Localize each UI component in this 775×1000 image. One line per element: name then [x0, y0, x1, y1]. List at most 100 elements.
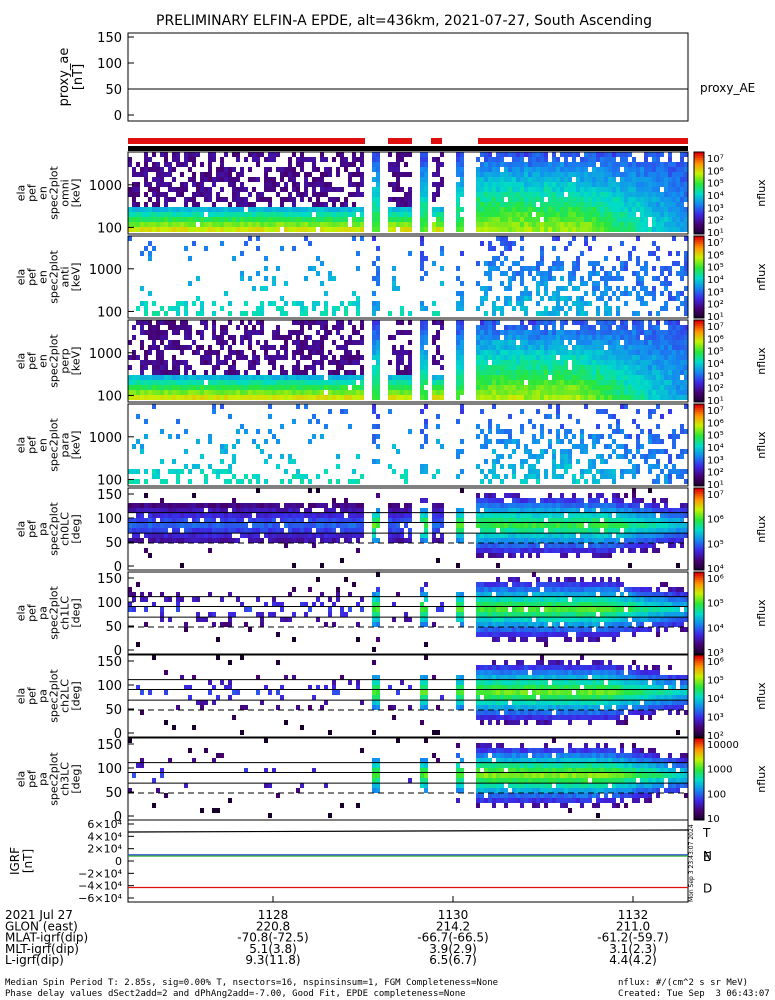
spectrogram-cell — [680, 222, 684, 227]
spectrogram-cell — [460, 345, 464, 350]
spectrogram-cell — [408, 370, 412, 375]
spectrogram-cell — [204, 350, 208, 355]
spectrogram-cell — [136, 227, 140, 232]
spectrogram-cell — [172, 370, 176, 375]
spectrogram-cell — [484, 261, 488, 266]
spectrogram-cell — [176, 513, 180, 518]
spectrogram-cell — [636, 439, 640, 444]
spectrogram-cell — [212, 395, 216, 400]
spectrogram-cell — [508, 162, 512, 167]
spectrogram-cell — [648, 187, 652, 192]
spectrogram-cell — [372, 439, 376, 444]
spectrogram-cell — [600, 172, 604, 177]
spectrogram-cell — [372, 404, 376, 409]
spectrogram-cell — [216, 503, 220, 508]
spectrogram-cell — [576, 286, 580, 291]
spectrogram-cell — [256, 479, 260, 484]
colorbar-tick-label: 10⁶ — [707, 418, 724, 429]
spectrogram-cell — [260, 207, 264, 212]
spectrogram-cell — [560, 454, 564, 459]
spectrogram-cell — [204, 395, 208, 400]
spectrogram-cell — [548, 404, 552, 409]
spectrogram-cell — [344, 167, 348, 172]
spectrogram-cell — [156, 325, 160, 330]
spectrogram-cell — [324, 385, 328, 390]
spectrogram-cell — [632, 380, 636, 385]
spectrogram-cell — [292, 528, 296, 533]
spectrogram-cell — [316, 217, 320, 222]
spectrogram-cell — [524, 177, 528, 182]
spectrogram-cell — [392, 469, 396, 474]
spectrogram-cell — [456, 187, 460, 192]
spectrogram-cell — [280, 222, 284, 227]
spectrogram-cell — [620, 370, 624, 375]
spectrogram-cell — [520, 409, 524, 414]
spectrogram-cell — [348, 513, 352, 518]
spectrogram-cell — [632, 340, 636, 345]
spectrogram-cell — [424, 330, 428, 335]
spectrogram-cell — [376, 459, 380, 464]
spectrogram-cell — [660, 385, 664, 390]
colorbar-swatch — [694, 258, 704, 262]
spectrogram-cell — [616, 444, 620, 449]
spectrogram-cell — [640, 429, 644, 434]
spectrogram-cell — [184, 246, 188, 251]
spectrogram-cell — [256, 395, 260, 400]
spectrogram-cell — [300, 167, 304, 172]
spectrogram-cell — [660, 360, 664, 365]
spectrogram-cell — [512, 360, 516, 365]
spectrogram-cell — [252, 533, 256, 538]
spectrogram-cell — [148, 182, 152, 187]
spectrogram-cell — [356, 523, 360, 528]
spectrogram-cell — [620, 360, 624, 365]
spectrogram-cell — [424, 162, 428, 167]
spectrogram-cell — [480, 370, 484, 375]
spectrogram-cell — [204, 172, 208, 177]
spectrogram-cell — [148, 227, 152, 232]
spectrogram-cell — [392, 222, 396, 227]
spectrogram-cell — [476, 192, 480, 197]
spectrogram-cell — [552, 187, 556, 192]
spectrogram-cell — [252, 212, 256, 217]
spectrogram-cell — [628, 187, 632, 192]
spectrogram-cell — [656, 370, 660, 375]
spectrogram-cell — [596, 335, 600, 340]
spectrogram-cell — [668, 459, 672, 464]
colorbar-swatch — [694, 164, 704, 167]
spectrogram-cell — [672, 365, 676, 370]
spectrogram-cell — [200, 523, 204, 528]
spectrogram-cell — [660, 469, 664, 474]
spectrogram-cell — [640, 212, 644, 217]
spectrogram-cell — [484, 345, 488, 350]
spectrogram-cell — [136, 222, 140, 227]
spectrogram-cell — [580, 434, 584, 439]
spectrogram-cell — [592, 345, 596, 350]
spectrogram-cell — [372, 197, 376, 202]
spectrogram-cell — [228, 301, 232, 306]
spectrogram-cell — [192, 493, 196, 498]
spectrogram-cell — [548, 187, 552, 192]
spectrogram-cell — [536, 291, 540, 296]
spectrogram-cell — [404, 222, 408, 227]
spectrogram-cell — [668, 390, 672, 395]
spectrogram-cell — [404, 370, 408, 375]
spectrogram-cell — [460, 251, 464, 256]
spectrogram-cell — [480, 375, 484, 380]
spectrogram-cell — [680, 197, 684, 202]
spectrogram-cell — [500, 385, 504, 390]
spectrogram-cell — [500, 330, 504, 335]
spectrogram-ylabel-line: perp — [59, 348, 72, 373]
spectrogram-cell — [684, 197, 688, 202]
spectrogram-cell — [196, 217, 200, 222]
spectrogram-cell — [316, 503, 320, 508]
spectrogram-cell — [236, 370, 240, 375]
spectrogram-cell — [544, 291, 548, 296]
spectrogram-cell — [524, 311, 528, 316]
spectrogram-cell — [568, 207, 572, 212]
spectrogram-cell — [420, 172, 424, 177]
spectrogram-cell — [324, 182, 328, 187]
spectrogram-cell — [156, 202, 160, 207]
spectrogram-cell — [160, 390, 164, 395]
spectrogram-cell — [420, 390, 424, 395]
spectrogram-cell — [224, 380, 228, 385]
